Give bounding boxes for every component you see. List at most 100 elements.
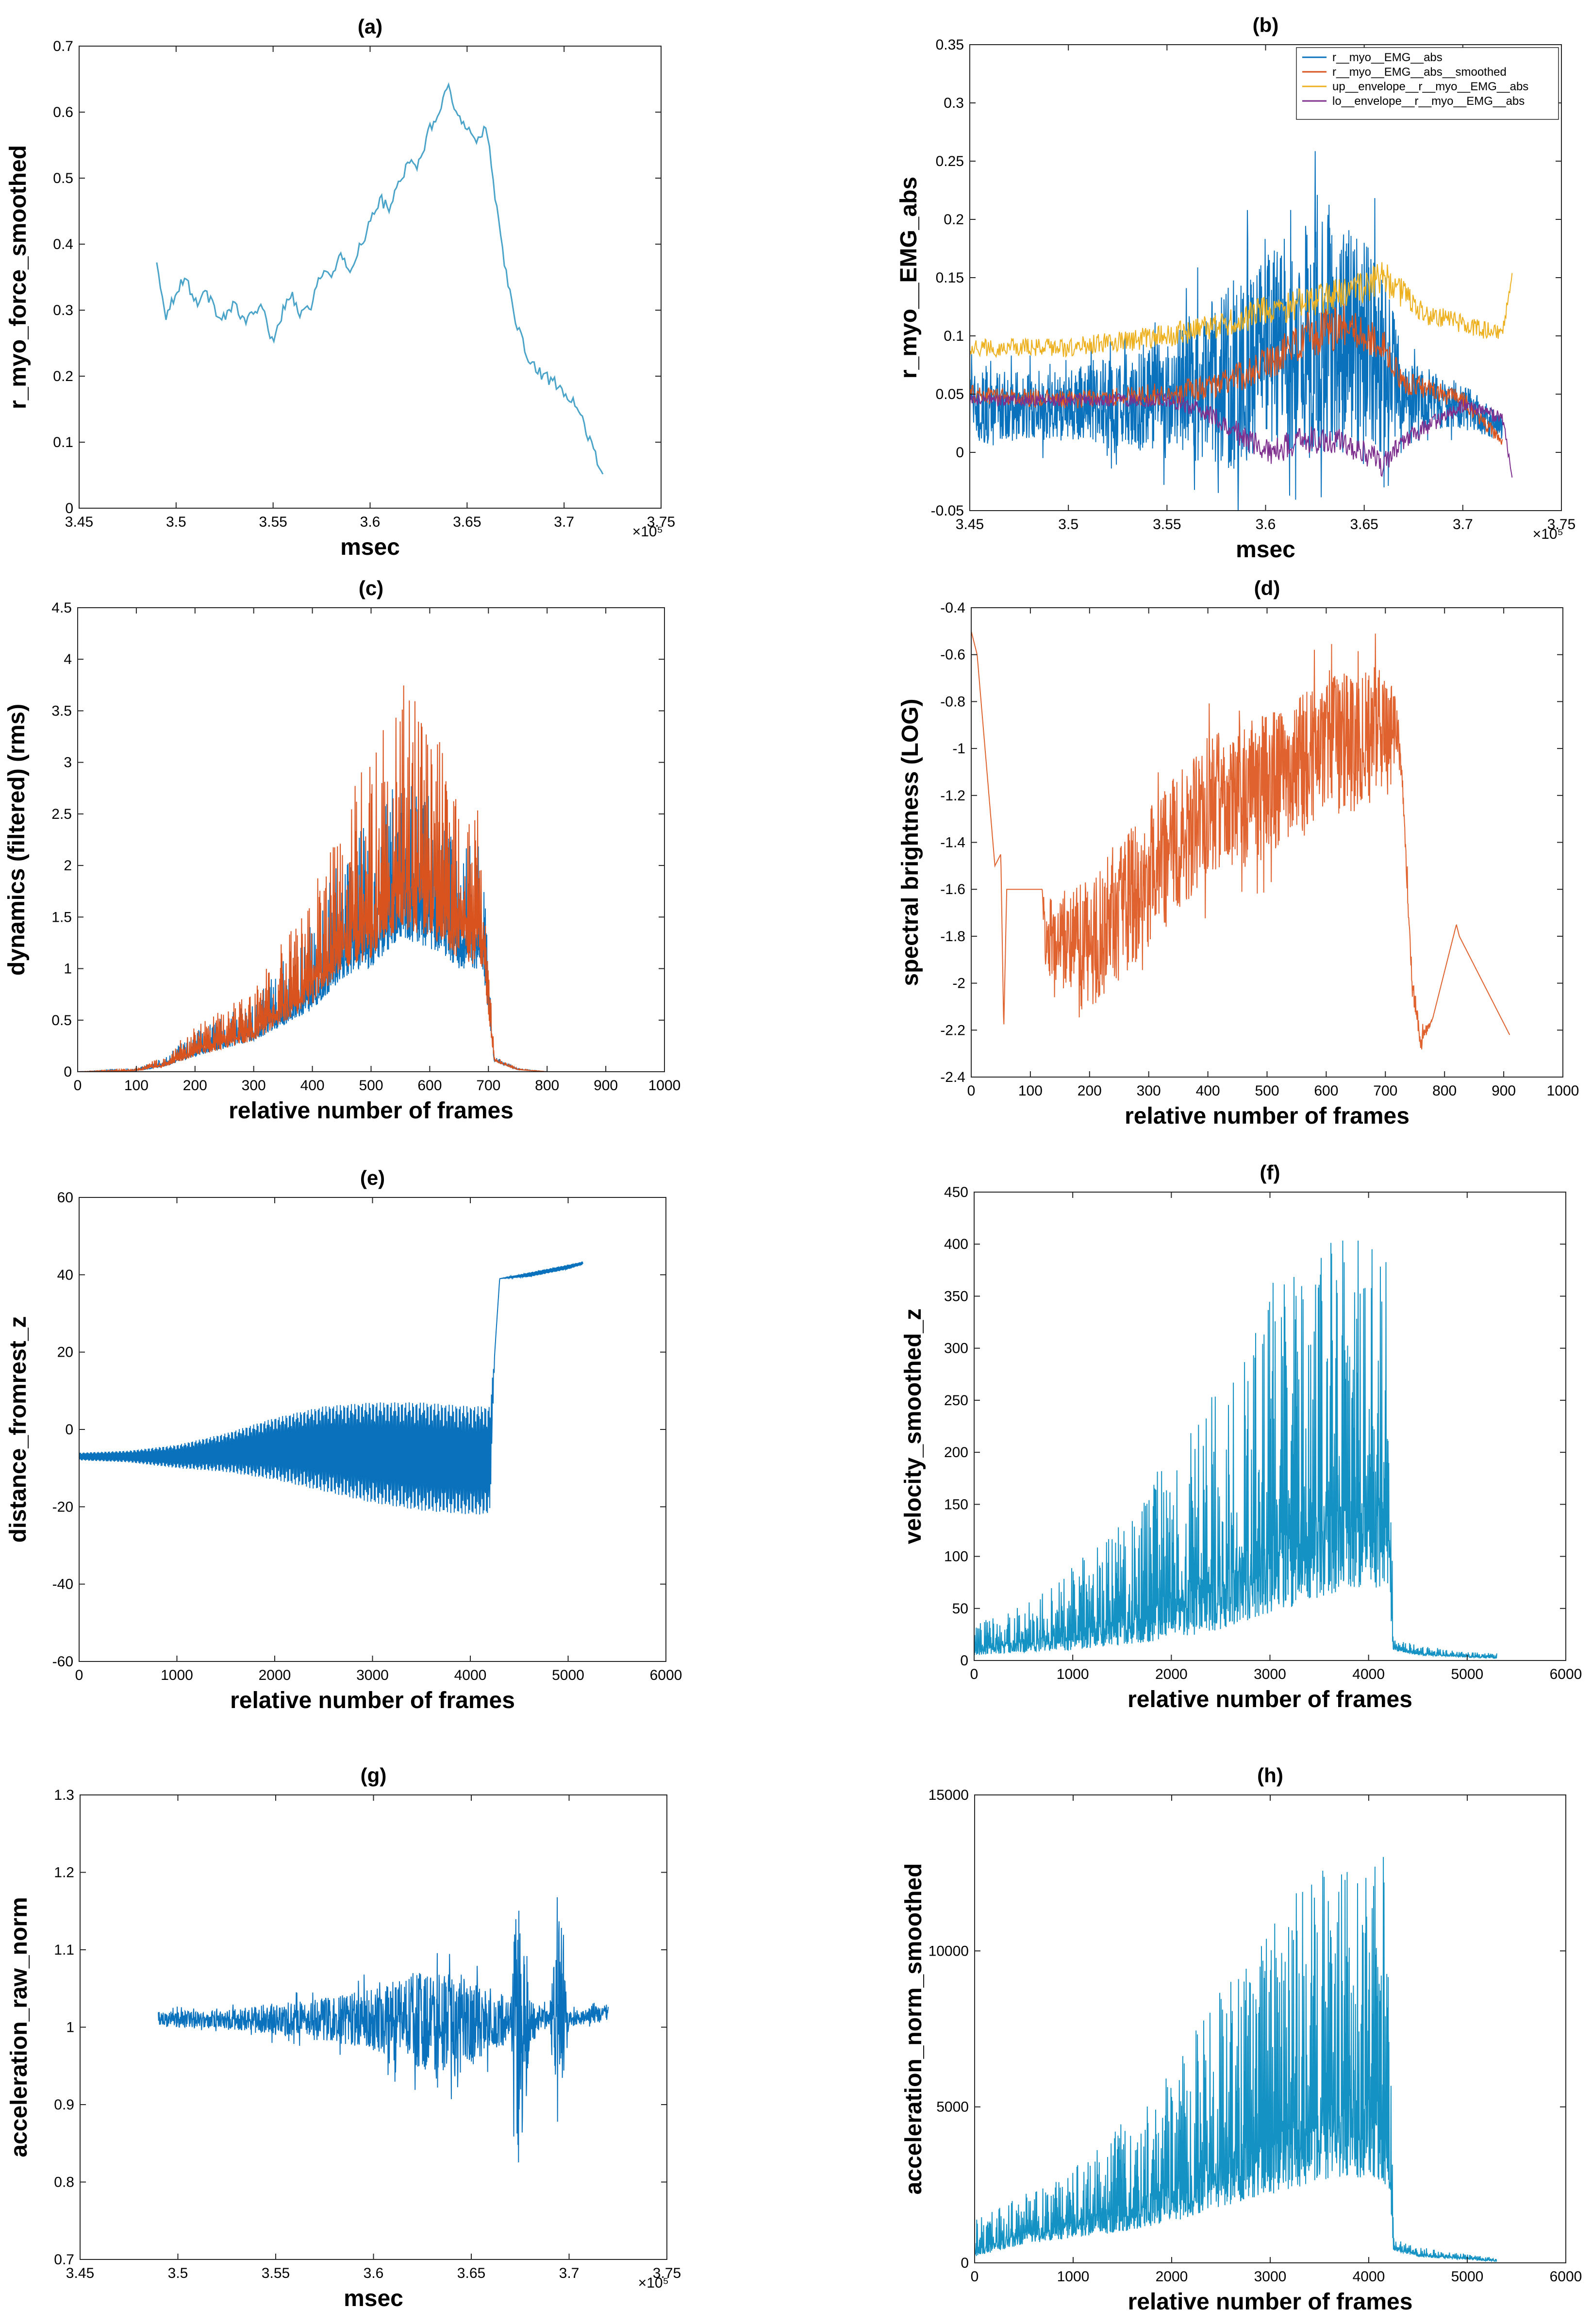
x-tick-label: 3.7 [554, 514, 574, 530]
x-tick-label: 3000 [1254, 1666, 1286, 1682]
y-tick-label: -0.8 [940, 694, 965, 710]
chart-panel-g: 3.45 3.5 3.55 3.6 3.65 3.7 3.75 0.7 0.8 0.9 1 1.1 1.… [6, 1764, 681, 2311]
x-tick-label: 6000 [1550, 1666, 1582, 1682]
x-tick-label: 1000 [161, 1667, 193, 1683]
x-tick-label: 0 [75, 1667, 83, 1683]
x-tick-label: 5000 [1451, 1666, 1483, 1682]
legend-entry: lo__envelope__r__myo__EMG__abs [1332, 95, 1525, 108]
x-tick-label: 2000 [1156, 2269, 1188, 2285]
y-tick-label: 0.1 [53, 434, 73, 450]
legend: r__myo__EMG__abs r__myo__EMG__abs__smooth… [1296, 47, 1559, 120]
chart-panel-h: 0 1000 2000 3000 4000 5000 6000 0 5000 10000 15000… [901, 1764, 1582, 2315]
series-line-b-2 [970, 262, 1513, 358]
y-tick-label: -2.2 [940, 1022, 965, 1038]
x-exponent-label: ×10⁵ [638, 2275, 669, 2291]
y-tick-label: 4 [64, 651, 72, 667]
chart-title: (d) [1254, 577, 1280, 599]
x-tick-label: 0 [971, 2269, 979, 2285]
x-tick-label: 100 [1018, 1083, 1043, 1099]
y-tick-label: -1.6 [940, 881, 965, 897]
y-tick-label: 300 [944, 1341, 968, 1357]
x-tick-label: 300 [1137, 1083, 1161, 1099]
x-tick-label: 300 [242, 1078, 266, 1094]
x-tick-label: 3.75 [647, 514, 675, 530]
legend-box [1296, 47, 1559, 120]
x-tick-label: 3.6 [364, 2265, 384, 2281]
x-tick-label: 1000 [1057, 1666, 1089, 1682]
x-tick-label: 6000 [1550, 2269, 1582, 2285]
chart-panel-b: 3.45 3.5 3.55 3.6 3.65 3.7 3.75 -0.05 0 0.05 0.1 0.… [896, 14, 1575, 563]
x-tick-label: 5000 [552, 1667, 584, 1683]
y-tick-label: 0.3 [53, 302, 73, 318]
y-tick-label: 2 [64, 858, 72, 874]
x-tick-label: 200 [1078, 1083, 1102, 1099]
x-axis-label: relative number of frames [1128, 2289, 1413, 2315]
y-tick-label: 350 [944, 1288, 968, 1304]
x-tick-label: 800 [535, 1078, 559, 1094]
x-tick-label: 3.55 [1153, 516, 1181, 532]
y-tick-label: 2.5 [51, 806, 72, 822]
y-tick-label: 0.6 [53, 104, 73, 120]
y-tick-label: 0 [956, 445, 964, 461]
y-tick-label: 0.2 [944, 212, 964, 228]
y-tick-label: 0.5 [53, 170, 73, 186]
x-tick-label: 700 [1373, 1083, 1397, 1099]
x-tick-label: 1000 [1547, 1083, 1579, 1099]
x-tick-label: 2000 [259, 1667, 291, 1683]
x-tick-label: 3.55 [259, 514, 287, 530]
y-tick-label: 5000 [936, 2099, 969, 2115]
y-tick-label: 0.7 [54, 2252, 74, 2268]
x-tick-label: 100 [124, 1078, 149, 1094]
y-tick-label: 0.25 [936, 153, 964, 169]
y-axis-label: r_myo_force_smoothed [5, 145, 31, 409]
y-tick-label: 0.3 [944, 95, 964, 111]
x-tick-label: 3.65 [1350, 516, 1378, 532]
y-tick-label: 0 [960, 1653, 968, 1669]
y-tick-label: 1 [66, 2020, 74, 2036]
x-axis-label: msec [344, 2286, 403, 2311]
y-tick-label: 1.1 [54, 1942, 74, 1958]
x-tick-label: 4000 [1352, 1666, 1385, 1682]
series-line-h-0 [975, 1857, 1497, 2262]
x-tick-label: 3.7 [1453, 516, 1473, 532]
x-tick-label: 3.65 [453, 514, 481, 530]
chart-panel-c: 0 100 200 300 400 500 600 700 800 900 1000 0 0.5 1 1.5… [4, 577, 680, 1124]
y-tick-label: 0.35 [936, 37, 964, 53]
x-tick-label: 800 [1432, 1083, 1457, 1099]
y-tick-label: -1.8 [940, 929, 965, 945]
series-line-f-0 [974, 1240, 1497, 1660]
chart-title: (g) [361, 1764, 387, 1787]
y-tick-label: 0.5 [51, 1013, 72, 1029]
x-tick-label: 0 [967, 1083, 976, 1099]
x-tick-label: 3.5 [166, 514, 186, 530]
series-line-g-0 [158, 1897, 609, 2163]
chart-title: (c) [359, 577, 383, 599]
x-tick-label: 3.5 [1058, 516, 1078, 532]
y-axis-label: acceleration_raw_norm [6, 1897, 32, 2157]
y-tick-label: 0.4 [53, 236, 73, 252]
legend-entry: r__myo__EMG__abs [1332, 51, 1443, 64]
series-line-e-0 [79, 1261, 583, 1515]
x-tick-label: 3.75 [653, 2265, 681, 2281]
chart-panel-e: 0 1000 2000 3000 4000 5000 6000 -60 -40 -20 0 20 40 6… [5, 1166, 682, 1713]
x-tick-label: 3.5 [168, 2265, 188, 2281]
series-line-b-3 [970, 391, 1513, 478]
x-tick-label: 3.45 [65, 514, 93, 530]
chart-panel-f: 0 1000 2000 3000 4000 5000 6000 0 50 100 150 200 250… [900, 1161, 1582, 1712]
x-tick-label: 500 [1255, 1083, 1279, 1099]
y-tick-label: 1 [64, 961, 72, 977]
y-tick-label: 1.2 [54, 1865, 74, 1881]
y-tick-label: -1.4 [940, 835, 965, 851]
y-tick-label: 0.9 [54, 2097, 74, 2113]
y-tick-label: 0.15 [936, 270, 964, 286]
y-tick-label: 400 [944, 1236, 968, 1252]
x-exponent-label: ×10⁵ [632, 524, 663, 540]
y-tick-label: 0 [64, 1064, 72, 1080]
series-line-a-0 [156, 82, 604, 475]
y-tick-label: 450 [944, 1184, 968, 1200]
y-tick-label: -0.6 [940, 647, 965, 663]
x-tick-label: 0 [74, 1078, 82, 1094]
y-tick-label: -60 [52, 1654, 73, 1670]
x-tick-label: 3.7 [559, 2265, 580, 2281]
y-tick-label: 0 [65, 1422, 73, 1438]
